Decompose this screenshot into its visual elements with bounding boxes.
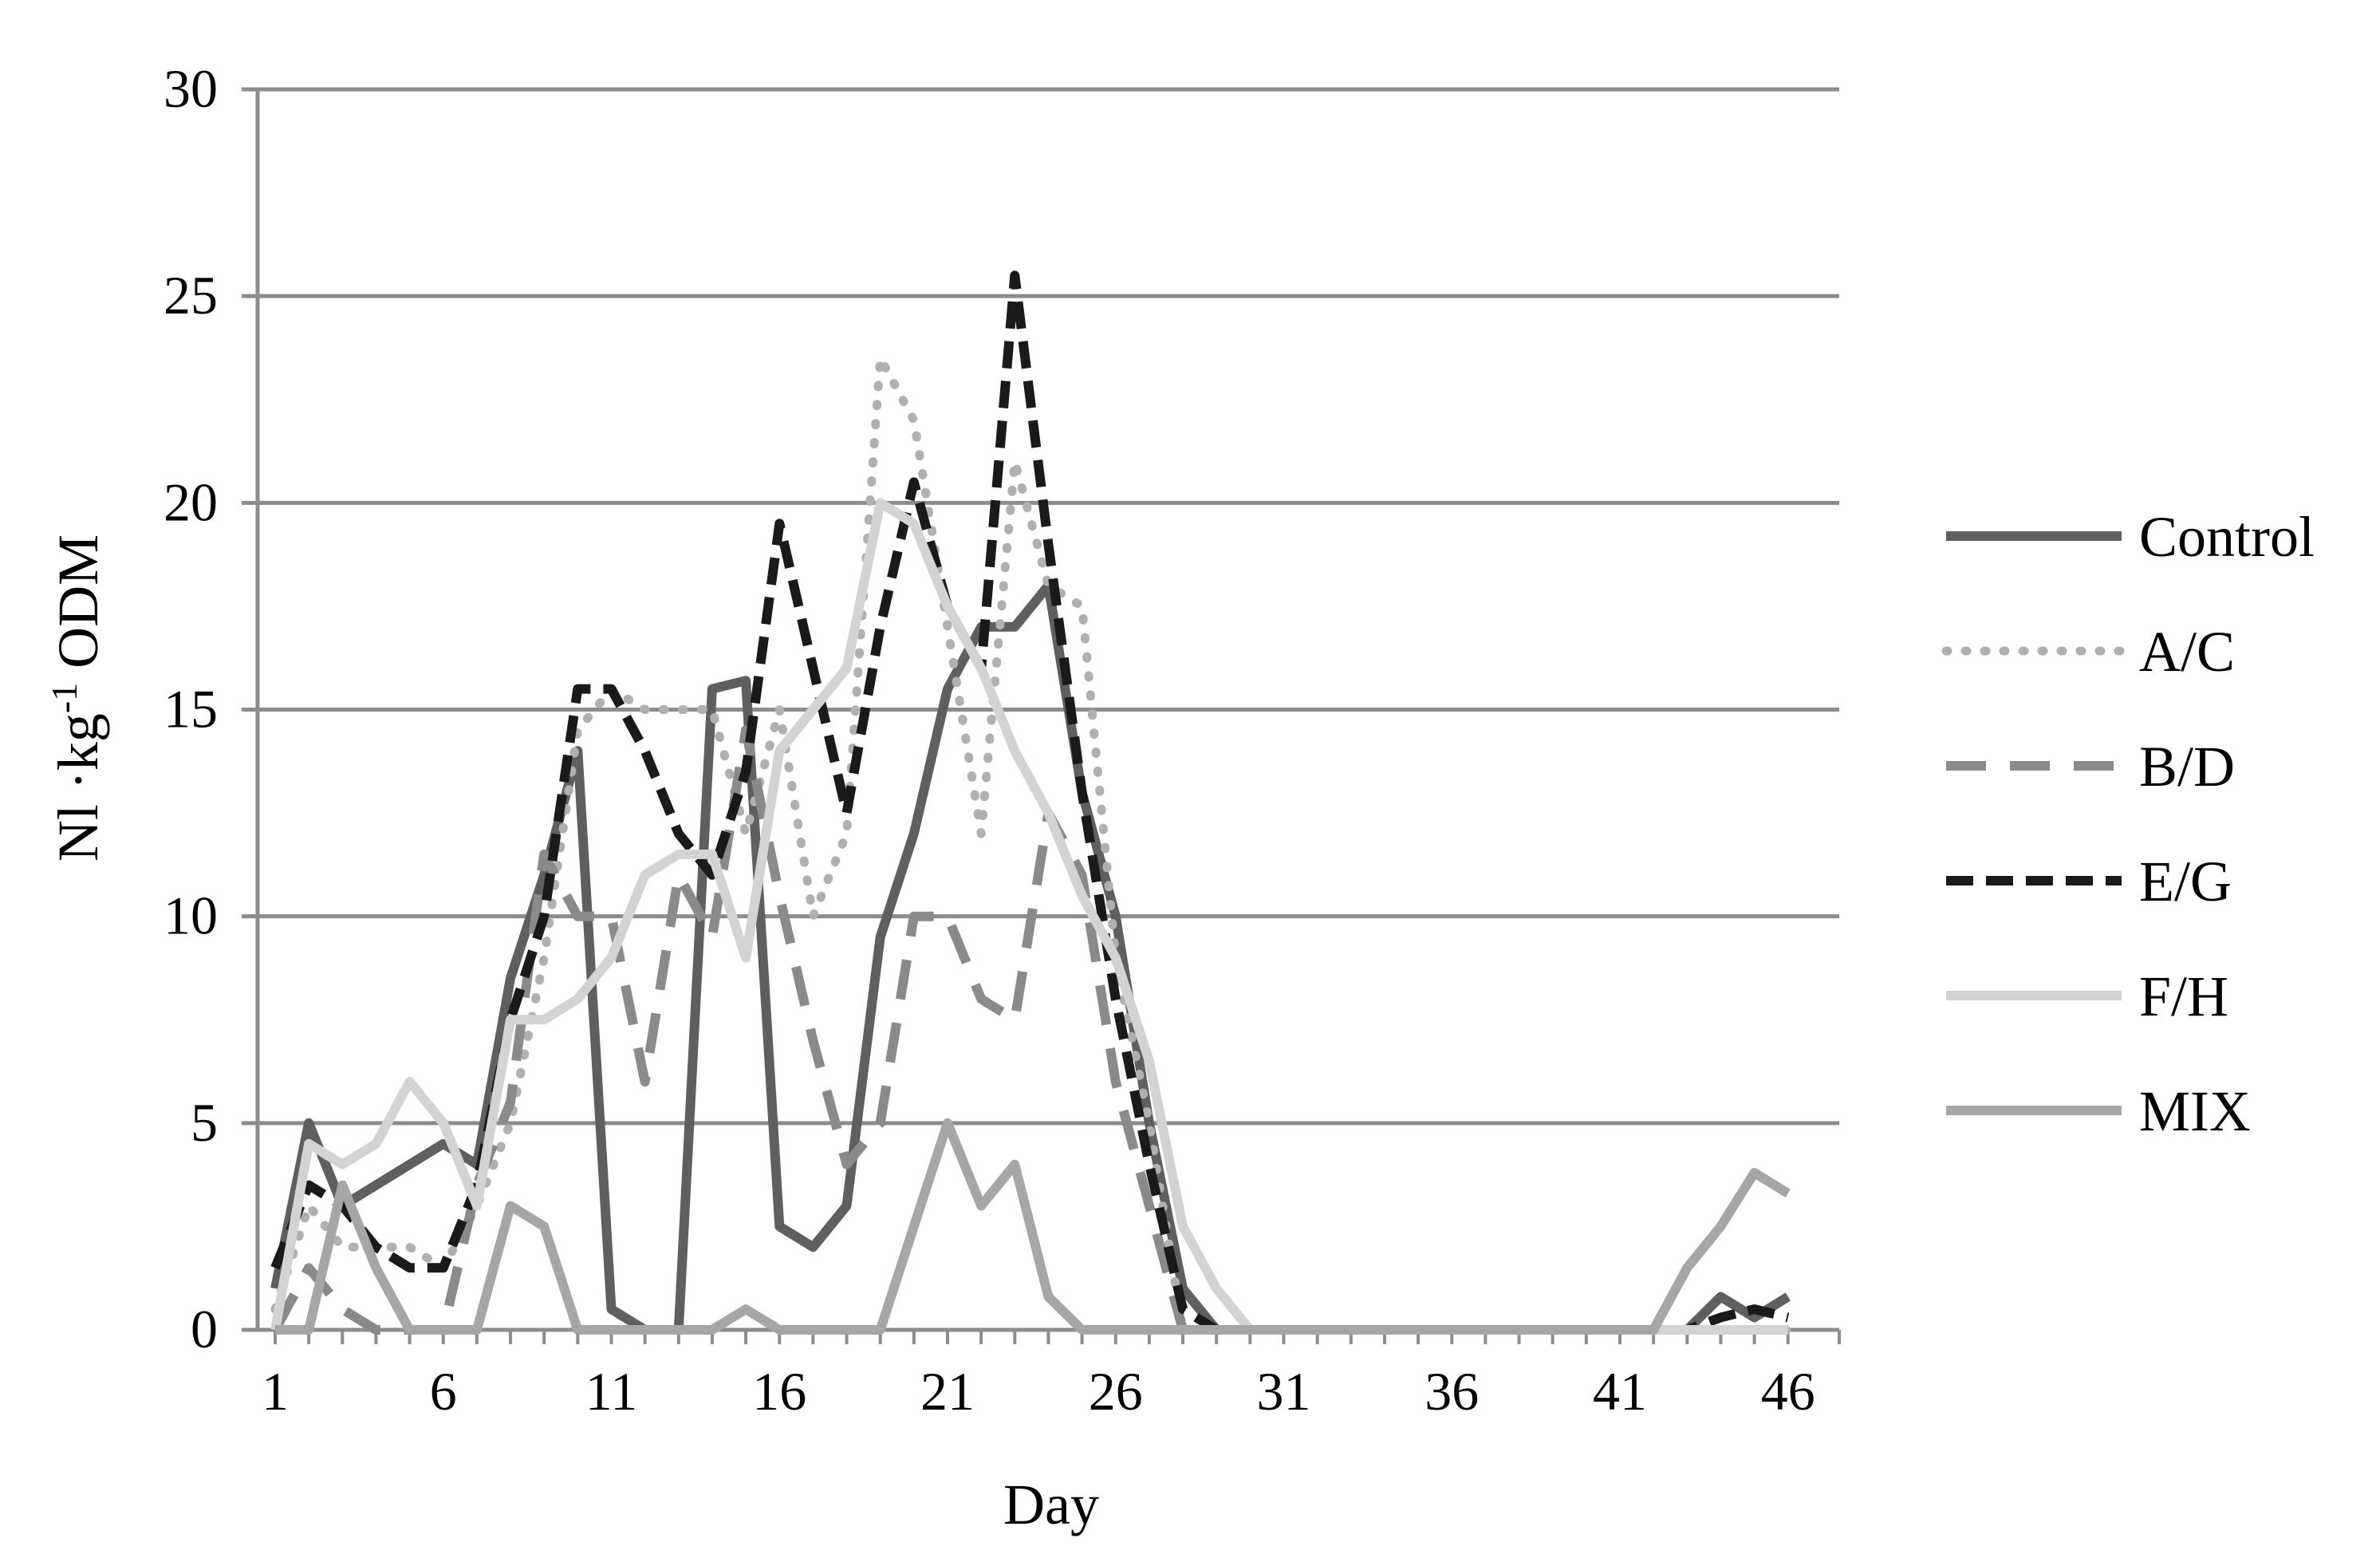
y-tick-label: 15 <box>164 679 218 740</box>
y-tick-label: 20 <box>164 471 218 532</box>
legend-label: E/G <box>2139 850 2232 913</box>
y-axis-title-unit: ODM <box>46 534 110 683</box>
y-tick-label: 10 <box>164 885 218 946</box>
y-axis-title-superscript: -1 <box>44 683 85 713</box>
x-tick-labels: 1 6 11 16 21 26 31 36 41 46 <box>262 1361 1815 1422</box>
y-tick-labels: 0 5 10 15 20 25 30 <box>164 58 218 1359</box>
x-tick-label: 41 <box>1593 1361 1647 1422</box>
legend-label: MIX <box>2139 1079 2251 1143</box>
x-tick-label: 1 <box>262 1361 289 1422</box>
x-tick-label: 26 <box>1089 1361 1143 1422</box>
x-tick-label: 46 <box>1761 1361 1815 1422</box>
x-tick-label: 6 <box>430 1361 457 1422</box>
series-line-mix <box>275 1118 1791 1335</box>
series-line-e-g <box>270 270 1790 1335</box>
legend-label: B/D <box>2139 735 2235 799</box>
x-tick-label: 36 <box>1424 1361 1479 1422</box>
legend: Control A/C B/D E/G F/H MIX <box>1941 505 2315 1143</box>
series-lines <box>270 270 1793 1335</box>
y-axis-title-main: Nl ·kg <box>46 713 110 862</box>
x-tick-label: 31 <box>1257 1361 1311 1422</box>
y-tick-label: 30 <box>164 58 218 119</box>
x-tick-label: 21 <box>920 1361 975 1422</box>
legend-label: Control <box>2139 505 2315 569</box>
legend-label: A/C <box>2139 620 2235 684</box>
x-tick-label: 16 <box>752 1361 806 1422</box>
gridlines <box>258 87 1839 1126</box>
legend-label: F/H <box>2139 964 2228 1028</box>
x-tick-label: 11 <box>585 1361 637 1422</box>
y-tick-label: 0 <box>191 1299 218 1359</box>
y-tick-label: 25 <box>164 265 218 325</box>
x-axis-title: Day <box>1003 1473 1099 1536</box>
y-axis-title: Nl ·kg-1 ODM <box>44 534 110 862</box>
y-tick-label: 5 <box>191 1092 218 1153</box>
